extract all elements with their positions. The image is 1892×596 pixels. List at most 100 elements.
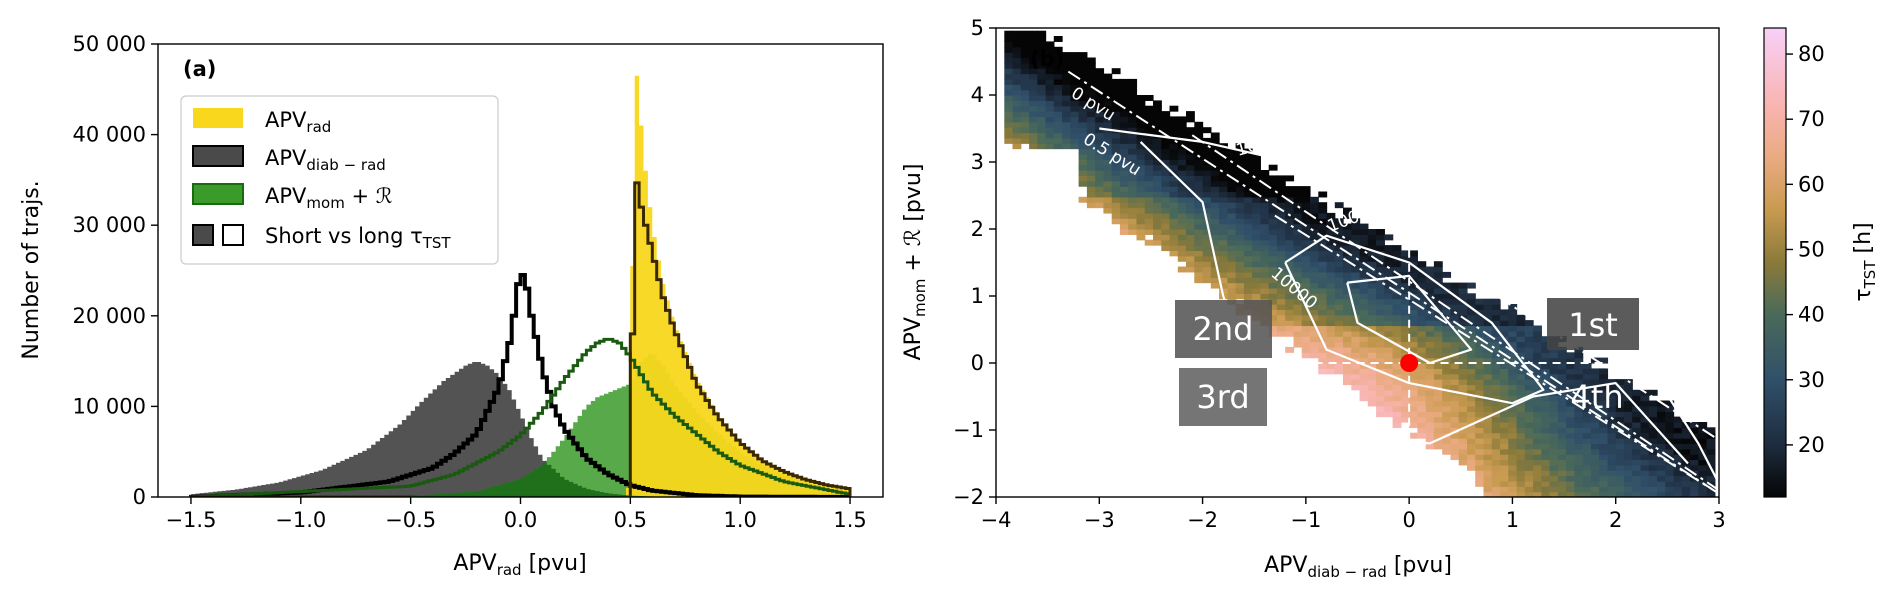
heatmap-cell <box>1450 454 1460 461</box>
heatmap-cell <box>1169 175 1179 182</box>
heatmap-cell <box>1582 475 1592 482</box>
heatmap-cell <box>1103 180 1113 187</box>
heatmap-cell <box>1343 341 1352 348</box>
heatmap-cell <box>1541 389 1551 396</box>
heatmap-cell <box>1202 261 1212 268</box>
heatmap-cell <box>1376 373 1385 380</box>
heatmap-cell <box>1450 346 1460 353</box>
heatmap-cell <box>1574 422 1584 428</box>
heatmap-cell <box>1607 454 1617 461</box>
heatmap-cell <box>1367 250 1377 257</box>
heatmap-cell <box>1252 207 1261 214</box>
heatmap-cell <box>1334 325 1344 332</box>
heatmap-cell <box>1268 314 1278 321</box>
heatmap-cell <box>1235 186 1245 193</box>
heatmap-cell <box>1334 330 1344 337</box>
heatmap-cell <box>1326 368 1336 375</box>
heatmap-cell <box>1533 405 1542 412</box>
heatmap-cell <box>1400 271 1410 278</box>
heatmap-cell <box>1169 191 1179 198</box>
heatmap-cell <box>1086 132 1096 139</box>
heatmap-cell <box>1624 448 1633 455</box>
heatmap-cell <box>1045 127 1055 134</box>
heatmap-cell <box>1500 416 1509 423</box>
heatmap-cell <box>1326 330 1336 337</box>
heatmap-cell <box>1169 180 1179 187</box>
heatmap-cell <box>1607 464 1617 471</box>
heatmap-cell <box>1194 127 1204 134</box>
heatmap-cell <box>1359 229 1369 235</box>
heatmap-cell <box>1037 30 1047 37</box>
heatmap-cell <box>1334 271 1344 278</box>
heatmap-cell <box>1194 202 1204 209</box>
heatmap-cell <box>1516 330 1526 337</box>
heatmap-cell <box>1161 239 1171 246</box>
heatmap-cell <box>1136 132 1146 139</box>
heatmap-cell <box>1029 46 1038 53</box>
heatmap-cell <box>1095 84 1105 91</box>
heatmap-cell <box>1020 121 1030 128</box>
heatmap-cell <box>1417 352 1427 359</box>
heatmap-cell <box>1533 470 1542 477</box>
heatmap-cell <box>1590 486 1600 493</box>
heatmap-cell <box>1235 255 1245 262</box>
heatmap-cell <box>1186 255 1195 262</box>
heatmap-cell <box>1590 475 1600 482</box>
heatmap-cell <box>1268 196 1278 203</box>
reference-line <box>1067 70 1719 495</box>
heatmap-cell <box>1153 127 1162 134</box>
heatmap-cell <box>1566 470 1575 477</box>
heatmap-cell <box>1367 357 1377 364</box>
heatmap-cell <box>1177 223 1187 230</box>
heatmap-cell <box>1541 464 1551 471</box>
heatmap-cell <box>1533 438 1542 444</box>
heatmap-cell <box>1442 411 1452 418</box>
heatmap-cell <box>1029 57 1038 64</box>
heatmap-cell <box>1657 416 1666 423</box>
heatmap-cell <box>1541 422 1551 428</box>
heatmap-cell <box>1062 132 1071 139</box>
heatmap-cell <box>1574 454 1584 461</box>
heatmap-cell <box>1524 405 1534 412</box>
heatmap-cell <box>1252 154 1261 160</box>
heatmap-cell <box>1334 304 1344 310</box>
heatmap-cell <box>1500 379 1509 386</box>
heatmap-cell <box>1310 266 1319 273</box>
heatmap-cell <box>1285 261 1295 268</box>
heatmap-cell <box>1301 298 1311 305</box>
heatmap-cell <box>1243 261 1253 268</box>
heatmap-cell <box>1045 111 1055 118</box>
heatmap-cell <box>1153 105 1162 112</box>
heatmap-cell <box>1012 68 1022 75</box>
heatmap-cell <box>1549 379 1559 386</box>
heatmap-cell <box>1673 470 1683 477</box>
heatmap-cell <box>1119 132 1129 139</box>
heatmap-cell <box>1442 336 1452 343</box>
heatmap-cell <box>1103 105 1113 112</box>
heatmap-cell <box>1169 148 1179 155</box>
heatmap-cell <box>1318 320 1328 327</box>
heatmap-cell <box>1516 379 1526 386</box>
heatmap-cell <box>1128 202 1138 209</box>
heatmap-cell <box>1541 411 1551 418</box>
heatmap-cell <box>1119 127 1129 134</box>
heatmap-cell <box>1119 175 1129 182</box>
heatmap-cell <box>1243 271 1253 278</box>
heatmap-cell <box>1590 432 1600 439</box>
heatmap-cell <box>1285 304 1295 310</box>
heatmap-cell <box>1367 271 1377 278</box>
heatmap-cell <box>1095 95 1105 101</box>
heatmap-cell <box>1442 389 1452 396</box>
heatmap-cell <box>1119 180 1129 187</box>
heatmap-cell <box>1128 100 1138 107</box>
heatmap-cell <box>1037 68 1047 75</box>
heatmap-cell <box>1632 464 1642 471</box>
heatmap-cell <box>1219 282 1228 289</box>
heatmap-cell <box>1037 143 1047 150</box>
heatmap-cell <box>1599 368 1609 375</box>
heatmap-cell <box>1425 389 1435 396</box>
heatmap-cell <box>1590 491 1600 497</box>
colorbar-tick-label: 40 <box>1798 303 1825 327</box>
heatmap-cell <box>1541 475 1551 482</box>
heatmap-cell <box>1326 357 1336 364</box>
